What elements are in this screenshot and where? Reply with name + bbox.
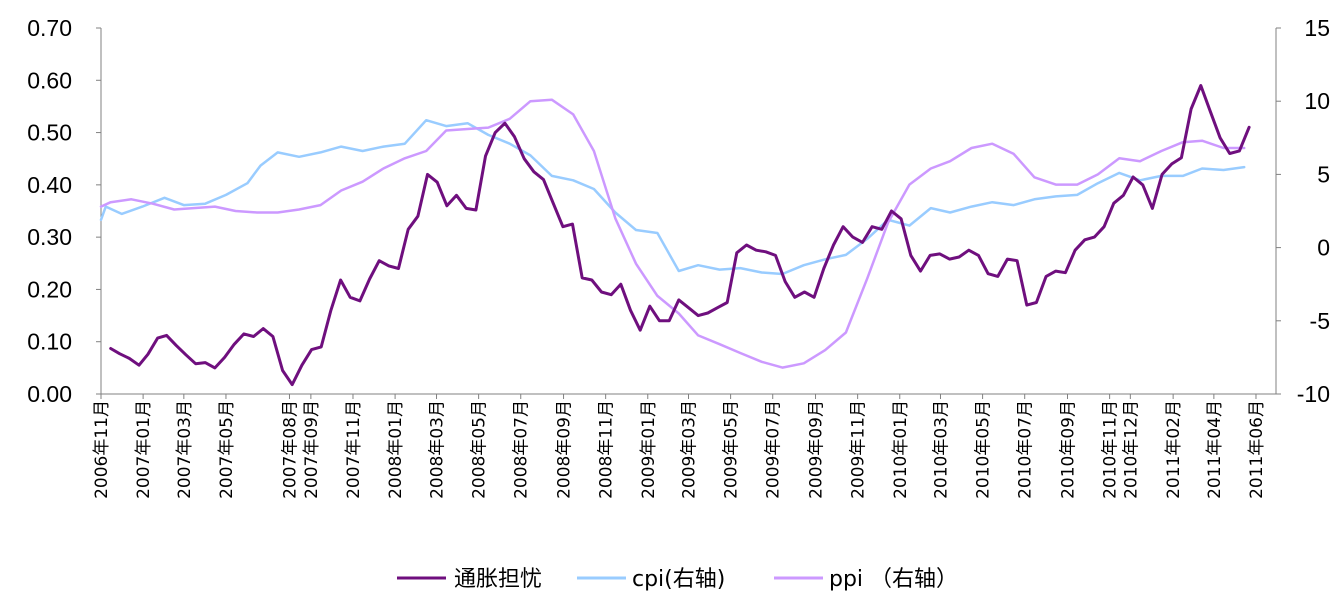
legend-label-1: cpi(右轴)	[632, 567, 725, 592]
x-tick-labels: 2006年11月 2007年01月 2007年03月 2007年05月 2007年08月…	[92, 394, 1267, 499]
right-tick-label: 0	[1317, 235, 1330, 261]
x-tick-label: 2009年11月	[849, 400, 869, 499]
left-tick-label: 0.00	[27, 381, 72, 407]
x-tick-label: 2010年11月	[1101, 400, 1121, 499]
x-tick-label: 2007年11月	[344, 400, 364, 499]
right-y-tick-labels: -10 -5 0 5 10 15	[1276, 15, 1330, 407]
x-tick-label: 2009年09月	[807, 400, 827, 499]
x-tick-label: 2011年06月	[1247, 400, 1267, 499]
left-tick-label: 0.50	[27, 120, 72, 146]
series-line-2	[99, 98, 1246, 369]
left-tick-label: 0.10	[27, 329, 72, 355]
x-tick-label: 2007年08月	[280, 400, 300, 499]
left-y-tick-labels: 0.00 0.10 0.20 0.30 0.40 0.50 0.60 0.70	[27, 15, 101, 407]
right-tick-label: 15	[1304, 15, 1330, 41]
x-tick-label: 2010年03月	[931, 400, 951, 499]
x-tick-label: 2009年01月	[639, 400, 659, 499]
x-tick-label: 2010年09月	[1059, 400, 1079, 499]
x-tick-label: 2007年09月	[302, 400, 322, 499]
x-tick-label: 2010年12月	[1121, 400, 1141, 499]
x-tick-label: 2010年05月	[974, 400, 994, 499]
right-tick-label: -10	[1297, 381, 1330, 407]
left-tick-label: 0.40	[27, 172, 72, 198]
left-tick-label: 0.30	[27, 224, 72, 250]
x-tick-label: 2010年01月	[891, 400, 911, 499]
series-line-0	[109, 84, 1251, 387]
x-tick-label: 2008年03月	[428, 400, 448, 499]
x-tick-label: 2008年07月	[512, 400, 532, 499]
left-tick-label: 0.60	[27, 67, 72, 93]
left-tick-label: 0.20	[27, 276, 72, 302]
x-tick-label: 2008年11月	[597, 400, 617, 499]
x-tick-label: 2008年01月	[386, 400, 406, 499]
x-tick-label: 2008年09月	[555, 400, 575, 499]
left-tick-label: 0.70	[27, 15, 72, 41]
series-lines	[99, 84, 1251, 387]
x-tick-label: 2010年07月	[1016, 400, 1036, 499]
x-tick-label: 2007年05月	[217, 400, 237, 499]
right-tick-label: 5	[1317, 161, 1330, 187]
x-tick-label: 2008年05月	[470, 400, 490, 499]
axes	[100, 28, 1277, 395]
x-tick-label: 2009年03月	[680, 400, 700, 499]
right-tick-label: -5	[1310, 308, 1330, 334]
x-tick-label: 2011年04月	[1205, 400, 1225, 499]
right-tick-label: 10	[1304, 88, 1330, 114]
legend-label-0: 通胀担忧	[454, 567, 542, 592]
legend-label-2: ppi （右轴）	[829, 567, 958, 592]
x-tick-label: 2009年05月	[722, 400, 742, 499]
x-tick-label: 2007年01月	[134, 400, 154, 499]
series-line-1	[99, 118, 1246, 276]
x-tick-label: 2011年02月	[1164, 400, 1184, 499]
x-tick-label: 2009年07月	[764, 400, 784, 499]
x-tick-label: 2006年11月	[92, 400, 112, 499]
x-tick-label: 2007年03月	[175, 400, 195, 499]
legend: 通胀担忧 cpi(右轴) ppi （右轴）	[397, 567, 958, 592]
